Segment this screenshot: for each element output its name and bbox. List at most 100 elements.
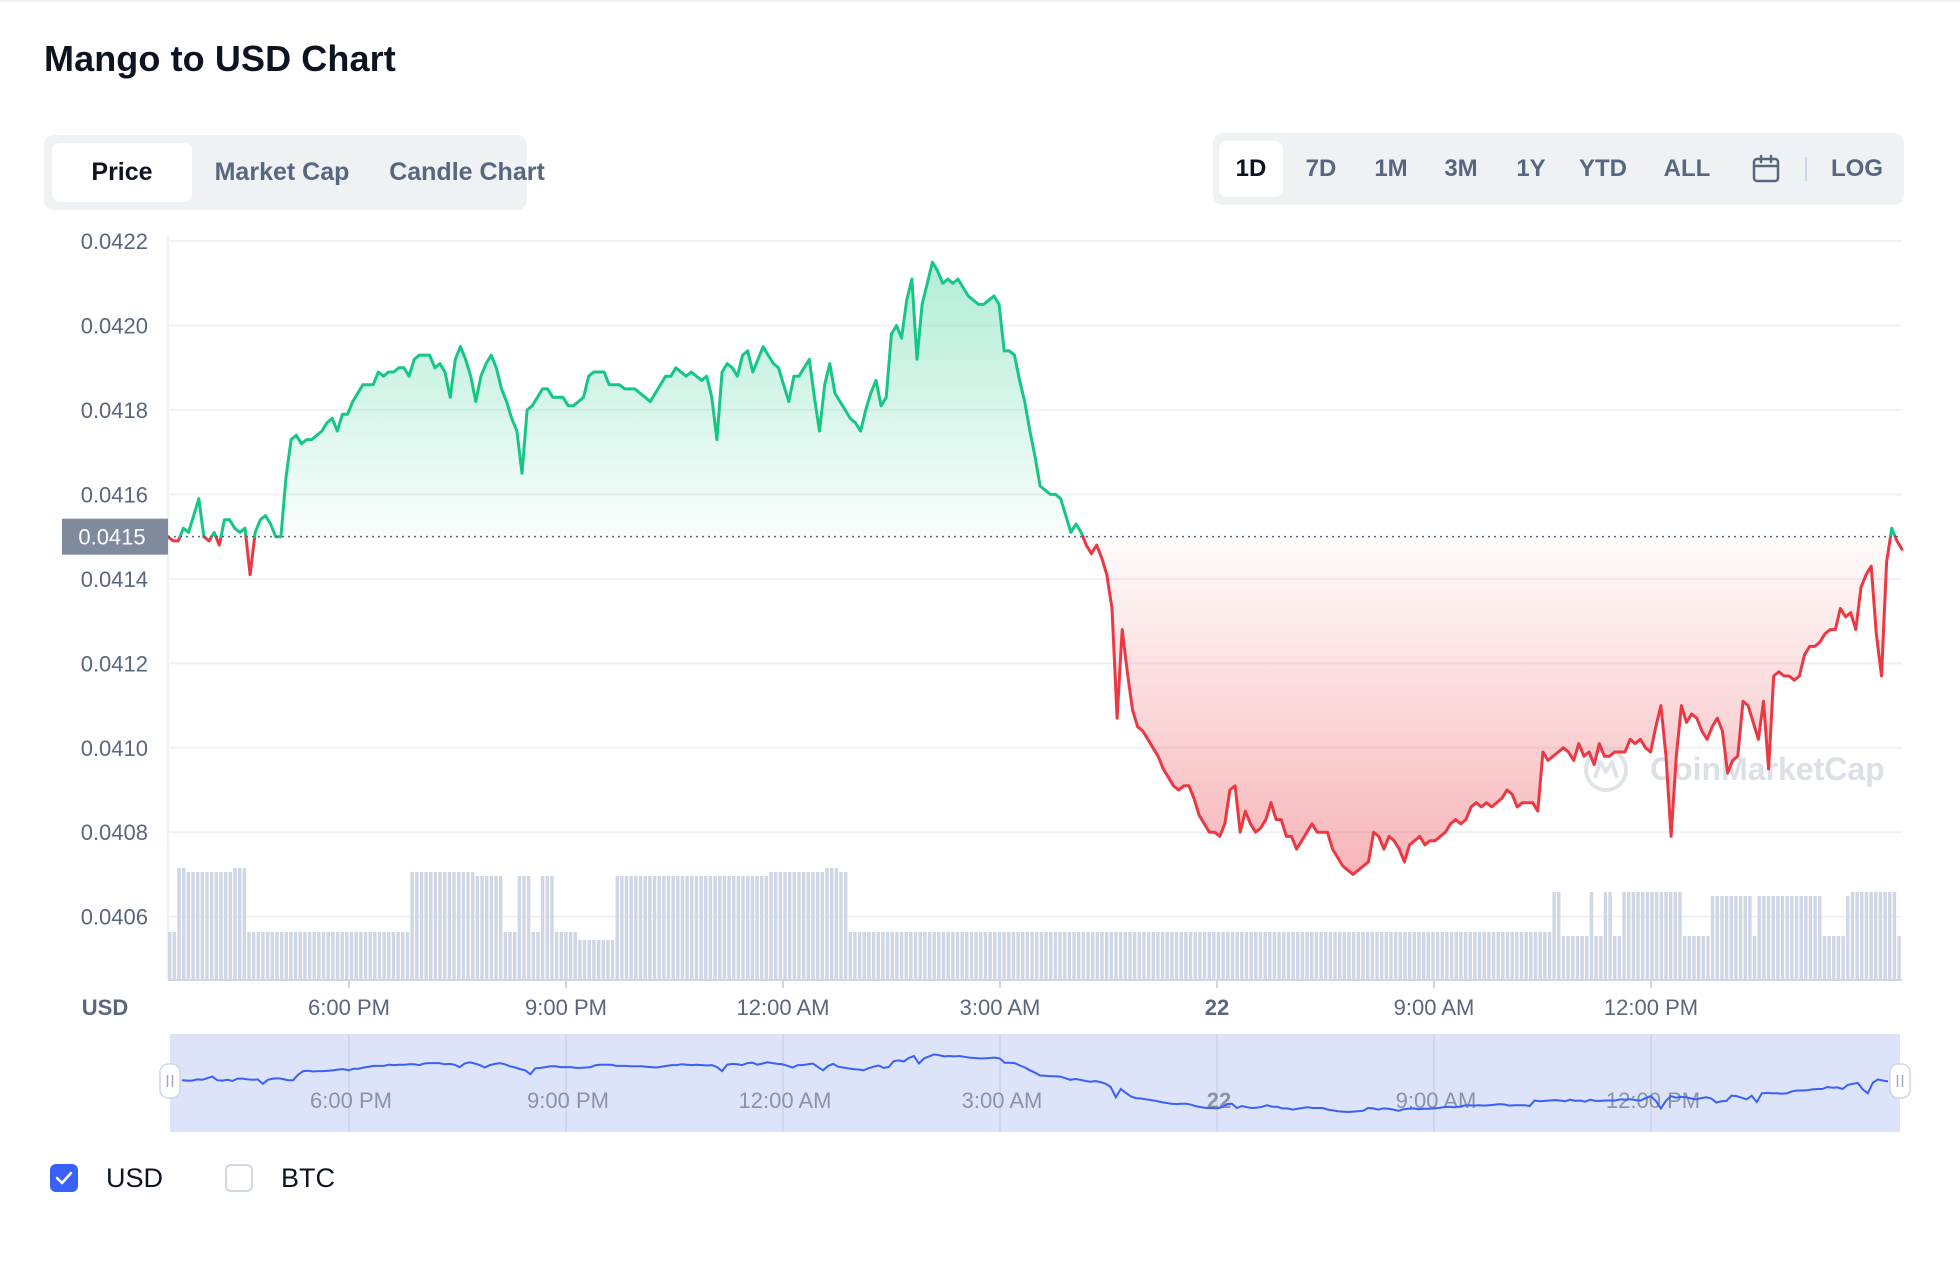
price-chart[interactable]: CoinMarketCap 0.04220.04200.04180.04160.… <box>0 220 1960 1140</box>
y-tick-label: 0.0416 <box>81 482 148 507</box>
volume-bar <box>592 940 596 980</box>
volume-bar <box>1459 932 1463 980</box>
volume-bar <box>1053 932 1058 980</box>
volume-bar <box>1324 932 1328 980</box>
volume-bar <box>265 932 270 980</box>
volume-bar <box>498 876 503 980</box>
volume-bar <box>284 932 288 980</box>
volume-bar <box>1221 932 1225 980</box>
navigator-tick-label: 6:00 PM <box>310 1088 392 1113</box>
tab-candle-chart[interactable]: Candle Chart <box>389 158 545 186</box>
range-1y[interactable]: 1Y <box>1516 155 1546 182</box>
volume-bar <box>881 932 885 980</box>
volume-bar <box>1230 932 1235 980</box>
volume-bar <box>1836 936 1841 980</box>
volume-bar <box>885 932 890 980</box>
volume-bar <box>801 872 806 980</box>
volume-bar <box>1193 932 1197 980</box>
volume-bar <box>1864 892 1869 980</box>
volume-bar <box>1664 892 1668 980</box>
volume-bar <box>1729 896 1733 980</box>
log-toggle[interactable]: LOG <box>1831 155 1883 182</box>
volume-bar <box>1244 932 1249 980</box>
volume-bar <box>1403 932 1407 980</box>
volume-bar <box>205 872 209 980</box>
volume-bar <box>1333 932 1337 980</box>
volume-bar <box>1030 932 1034 980</box>
volume-bar <box>909 932 913 980</box>
volume-bar <box>1286 932 1291 980</box>
navigator[interactable]: 6:00 PM 9:00 PM 12:00 AM 3:00 AM 22 9:00 AM 12… <box>159 1034 1911 1132</box>
volume-bar <box>722 876 727 980</box>
volume-bar <box>732 876 736 980</box>
navigator-handle-right[interactable] <box>1889 1063 1911 1099</box>
volume-bar <box>1184 932 1188 980</box>
tab-price[interactable]: Price <box>52 143 192 202</box>
volume-bar <box>1640 892 1645 980</box>
volume-bar <box>540 876 545 980</box>
volume-bar <box>1682 936 1687 980</box>
volume-bar <box>1780 896 1785 980</box>
volume-bar <box>1412 932 1417 980</box>
volume-bar <box>419 872 424 980</box>
legend-btc[interactable]: BTC <box>225 1158 335 1198</box>
range-1m[interactable]: 1M <box>1374 155 1408 182</box>
range-7d[interactable]: 7D <box>1305 155 1337 182</box>
volume-bar <box>1174 932 1179 980</box>
volume-bar <box>1142 932 1146 980</box>
btc-checkbox[interactable] <box>225 1164 253 1192</box>
volume-bar <box>1547 932 1552 980</box>
volume-bar <box>331 932 335 980</box>
price-line <box>166 260 1904 876</box>
volume-bar <box>1790 896 1794 980</box>
volume-bar <box>181 868 186 980</box>
volume-bar <box>1692 936 1696 980</box>
volume-bar <box>1654 892 1659 980</box>
volume-bar <box>969 932 974 980</box>
navigator-line <box>181 1053 1889 1114</box>
volume-bar <box>1198 932 1202 980</box>
navigator-background <box>170 1034 1900 1132</box>
calendar-icon[interactable] <box>1736 141 1796 197</box>
volume-bar <box>1720 896 1724 980</box>
volume-bar <box>508 932 512 980</box>
volume-bar <box>545 876 550 980</box>
volume-bar <box>787 872 792 980</box>
volume-bar <box>335 932 340 980</box>
legend-usd[interactable]: USD <box>50 1158 163 1198</box>
navigator-handle-left[interactable] <box>159 1063 181 1099</box>
volume-bar <box>1445 932 1449 980</box>
volume-bar <box>1454 932 1458 980</box>
volume-bar <box>391 932 396 980</box>
volume-bar <box>890 932 894 980</box>
volume-bar <box>1477 932 1482 980</box>
usd-checkbox[interactable] <box>50 1164 78 1192</box>
volume-bar <box>554 932 559 980</box>
range-1d[interactable]: 1D <box>1219 141 1283 197</box>
volume-bar <box>433 872 438 980</box>
volume-bar <box>1888 892 1892 980</box>
range-ytd[interactable]: YTD <box>1579 155 1627 182</box>
watermark-logo <box>1584 748 1628 792</box>
volume-bar <box>1608 892 1612 980</box>
volume-bar <box>573 932 577 980</box>
volume-bar <box>1752 936 1757 980</box>
range-all[interactable]: ALL <box>1663 155 1711 182</box>
tab-market-cap[interactable]: Market Cap <box>214 158 350 186</box>
range-3m[interactable]: 3M <box>1444 155 1478 182</box>
volume-bar <box>773 872 778 980</box>
volume-bar <box>405 932 410 980</box>
volume-bar <box>1370 932 1375 980</box>
volume-bar <box>1463 932 1468 980</box>
volume-bar <box>1021 932 1025 980</box>
area-below-baseline <box>1082 536 1891 875</box>
line-above-baseline <box>178 497 206 539</box>
volume-bar <box>1505 932 1510 980</box>
y-axis-labels: 0.0422 0.0420 0.0418 0.0416 0.0414 0.0412 0.04… <box>81 229 148 930</box>
volume-bar <box>1487 932 1491 980</box>
volume-bar <box>1188 932 1193 980</box>
volume-bar <box>1314 932 1319 980</box>
volume-bar <box>1659 892 1664 980</box>
volume-bar <box>867 932 871 980</box>
volume-bar <box>438 872 442 980</box>
